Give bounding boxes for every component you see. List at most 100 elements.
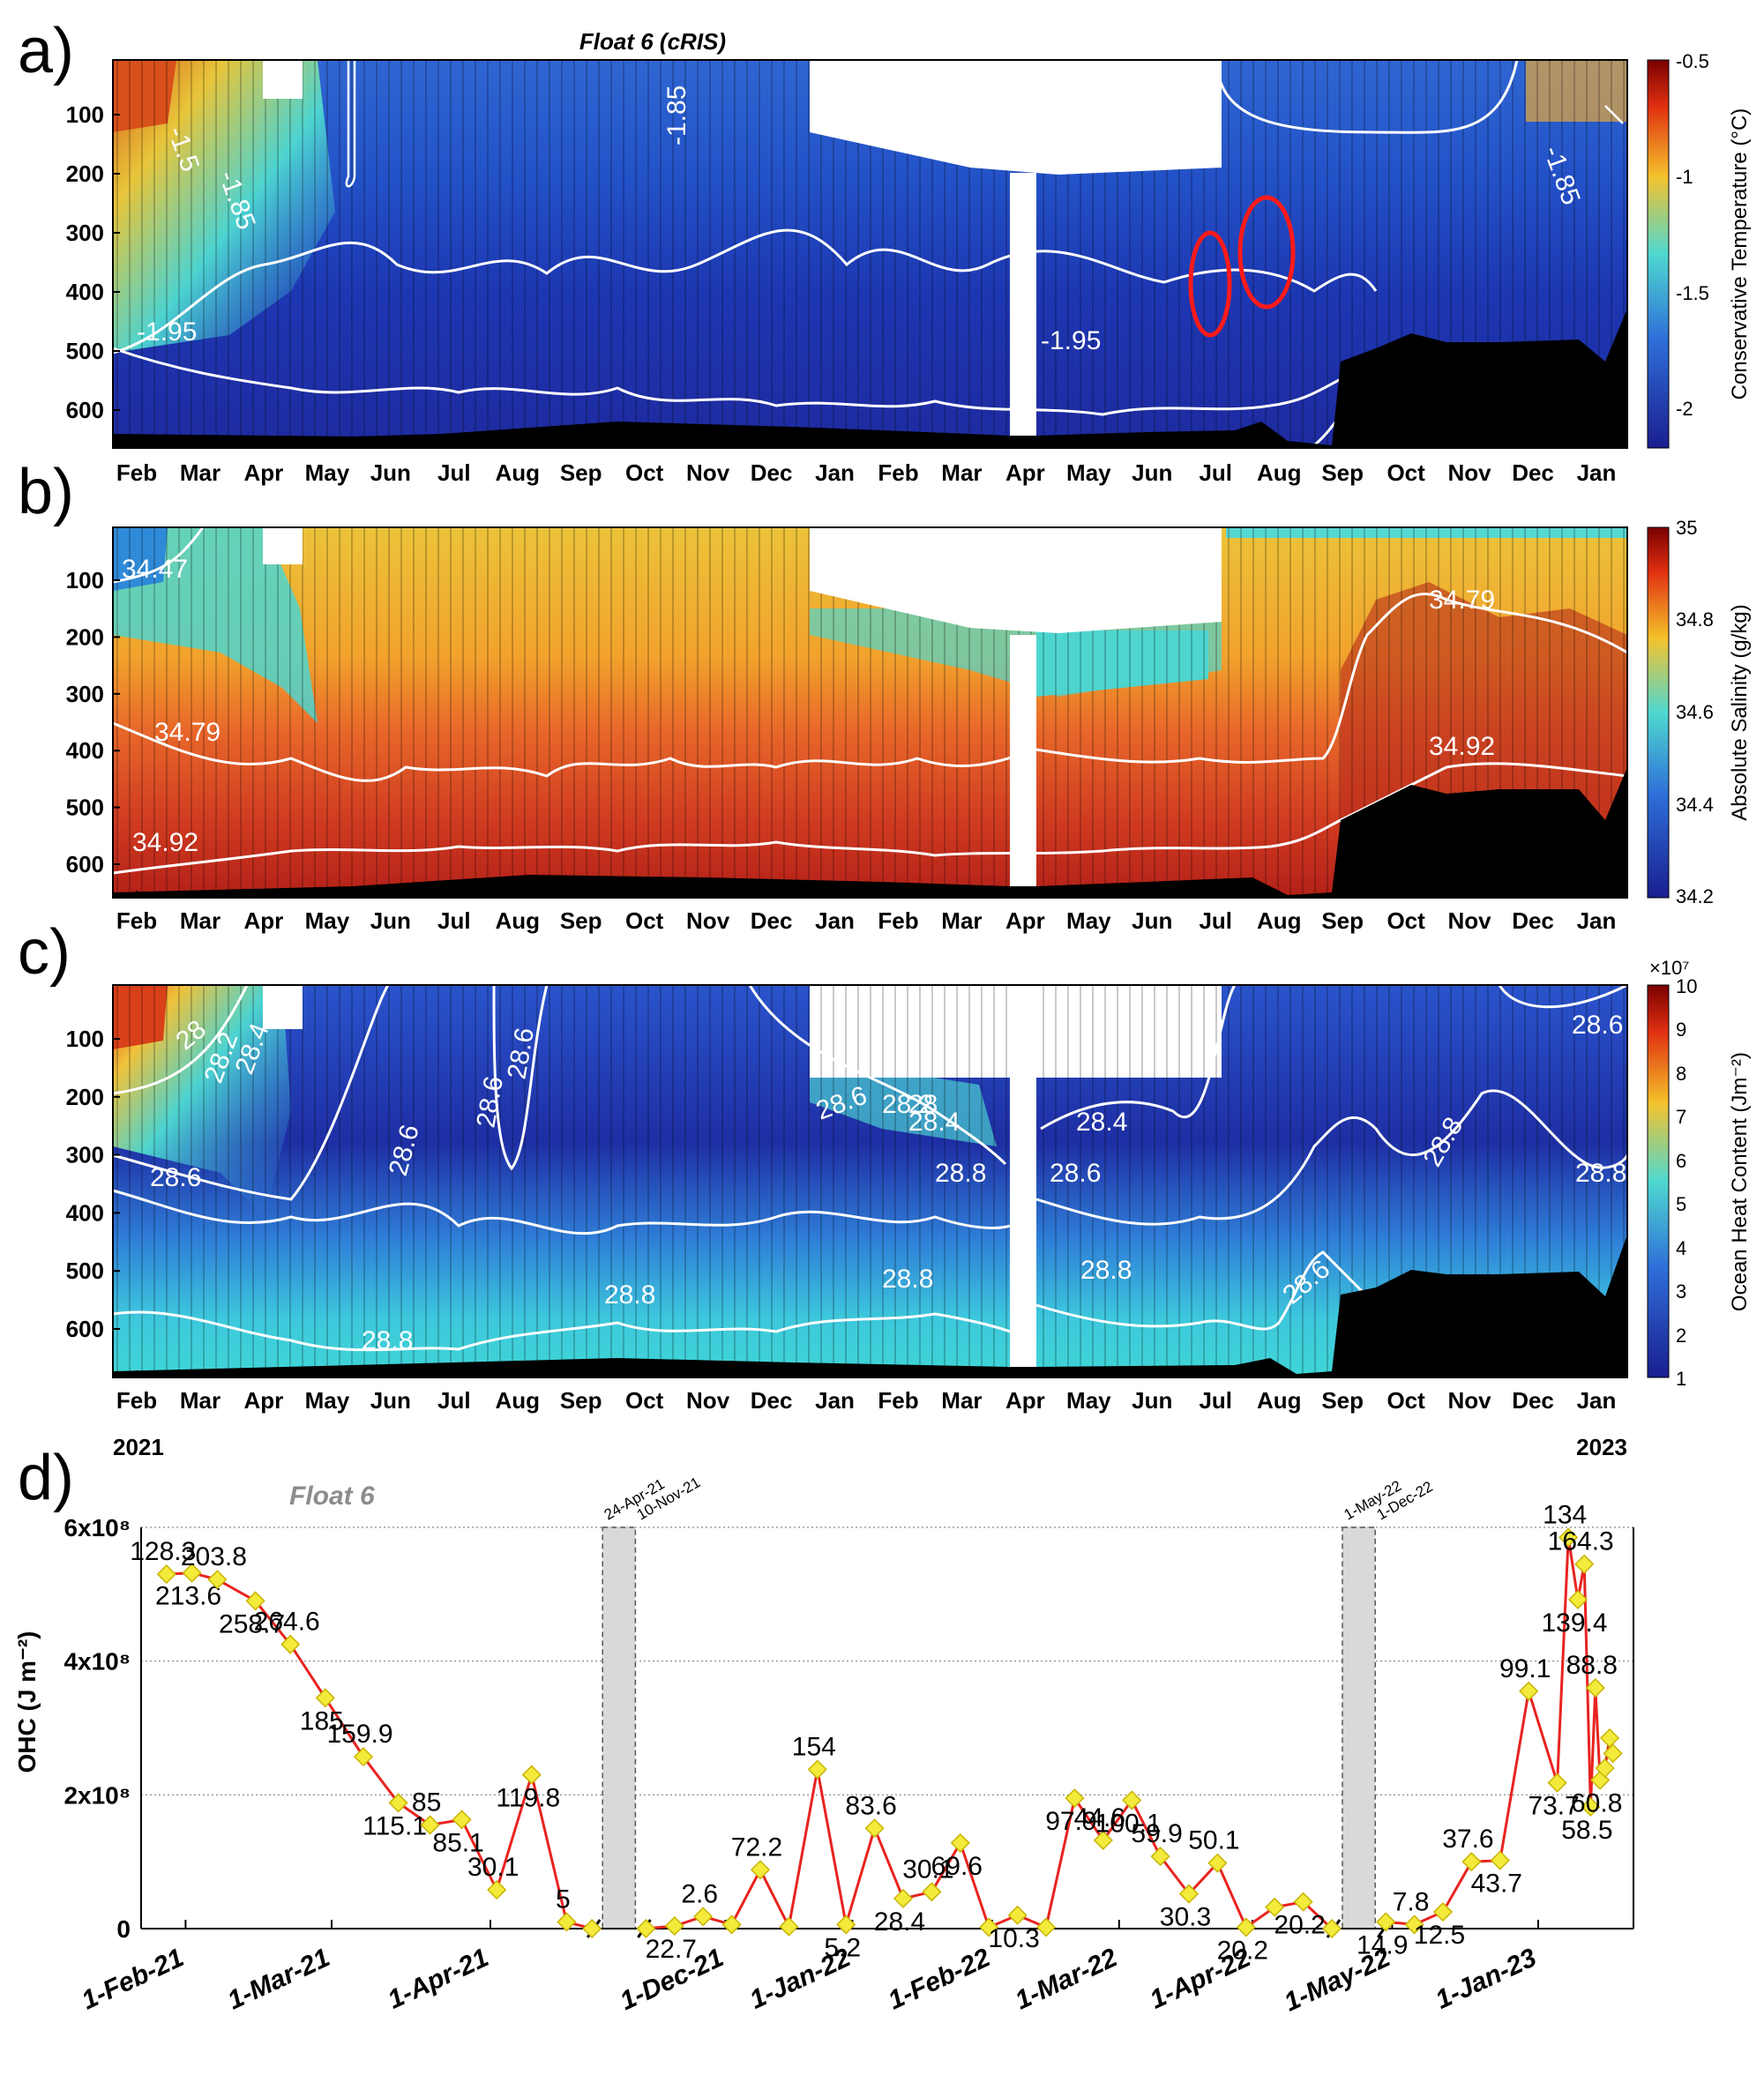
data-point (315, 1688, 335, 1708)
month-tick-label: May (305, 907, 350, 934)
svg-text:-1.95: -1.95 (1041, 326, 1101, 355)
gap-shade (602, 1526, 637, 1929)
data-label: 60.8 (1571, 1789, 1622, 1818)
month-tick-label: Dec (751, 459, 793, 486)
month-tick-label: Oct (1387, 459, 1425, 486)
svg-text:34.79: 34.79 (1429, 586, 1495, 615)
svg-text:28.6: 28.6 (1050, 1159, 1101, 1188)
salinity-gap (810, 527, 1222, 633)
data-point (1065, 1788, 1085, 1809)
month-tick-label: Jul (1199, 1387, 1232, 1414)
month-tick-label: Mar (180, 907, 220, 934)
panel-letter-b: b) (18, 457, 74, 527)
month-tick-label: Aug (1257, 1387, 1302, 1414)
data-label: 30.1 (902, 1855, 953, 1884)
month-tick-label: Aug (1257, 907, 1302, 934)
svg-text:-0.5: -0.5 (1676, 50, 1709, 72)
month-tick-label: Jun (370, 907, 411, 934)
data-label: 59.9 (1131, 1819, 1182, 1848)
month-tick-label: Apr (1005, 459, 1045, 486)
month-tick-label: Jan (815, 1387, 855, 1414)
month-tick-label: Sep (560, 1387, 602, 1414)
data-point (1585, 1677, 1605, 1698)
svg-text:1: 1 (1676, 1368, 1686, 1390)
month-tick-label: May (1066, 459, 1111, 486)
x-tick-label: 1-Mar-21 (223, 1943, 334, 2015)
month-tick-label: Sep (1321, 459, 1364, 486)
data-point (1293, 1892, 1313, 1912)
month-tick-label: Dec (1512, 1387, 1554, 1414)
depth-tick-label: 600 (66, 851, 104, 877)
depth-tick-label: 300 (66, 220, 104, 246)
data-point (721, 1915, 742, 1935)
month-tick-label: Oct (1387, 1387, 1425, 1414)
seabed-c (113, 1235, 1627, 1377)
data-label: 164.3 (1548, 1527, 1614, 1556)
month-tick-label: Feb (878, 459, 918, 486)
y-tick-label: 0 (116, 1915, 131, 1943)
svg-text:3: 3 (1676, 1280, 1686, 1302)
month-tick-label: May (1066, 1387, 1111, 1414)
data-label: 58.5 (1561, 1816, 1612, 1845)
data-point (807, 1759, 827, 1780)
month-tick-label: Jan (815, 459, 855, 486)
data-label: 43.7 (1471, 1870, 1522, 1899)
month-tick-label: Jan (1577, 1387, 1617, 1414)
data-label: 30.3 (1160, 1903, 1211, 1932)
svg-text:34.47: 34.47 (122, 555, 188, 584)
month-tick-label: Jan (815, 907, 855, 934)
data-point (1558, 1527, 1579, 1548)
data-point (182, 1563, 202, 1583)
data-point (1432, 1901, 1454, 1922)
month-tick-label: Feb (116, 907, 157, 934)
data-label: 258.7 (219, 1609, 285, 1638)
depth-tick-label: 400 (66, 1199, 104, 1226)
month-tick-label: Feb (878, 907, 918, 934)
data-label: 139.4 (1541, 1608, 1607, 1638)
month-tick-label: Aug (1257, 459, 1302, 486)
month-tick-label: Mar (941, 459, 982, 486)
data-label: 30.1 (467, 1853, 519, 1882)
data-point (156, 1564, 176, 1585)
svg-text:28.4: 28.4 (1076, 1108, 1127, 1137)
data-point (864, 1818, 885, 1839)
data-point (1178, 1884, 1200, 1904)
data-point (1581, 1796, 1601, 1817)
colorbar-a (1647, 59, 1670, 449)
colorbar-b (1647, 526, 1670, 899)
panel-letter-c: c) (18, 917, 71, 988)
month-tick-label: Apr (244, 459, 284, 486)
month-tick-label: Jun (370, 1387, 411, 1414)
month-tick-label: Apr (1005, 1387, 1045, 1414)
seabed-a (113, 309, 1627, 448)
panel-d: d) Float 6 OHC (J m⁻²) 0 2x10⁸ 4x10⁸ 6x10⁸ 2… (13, 1443, 1634, 2018)
panel-letter-d: d) (18, 1443, 74, 1513)
data-label: 14.9 (1357, 1930, 1408, 1959)
month-tick-label: Oct (1387, 907, 1425, 934)
data-point (1603, 1743, 1623, 1764)
month-tick-label: May (305, 1387, 350, 1414)
month-tick-label: Sep (1321, 1387, 1364, 1414)
data-point (1007, 1905, 1028, 1925)
panel-a: a) Float 6 (cRIS) -1.5 -1.85 -1.85 -1.85… (18, 16, 1752, 482)
data-point (452, 1810, 472, 1830)
data-point (1567, 1589, 1588, 1609)
data-point (1376, 1912, 1396, 1932)
x-tick-label: 1-Jan-23 (1431, 1943, 1542, 2014)
depth-tick-label: 400 (66, 737, 104, 764)
data-point (280, 1634, 301, 1654)
svg-text:34.92: 34.92 (132, 828, 198, 857)
month-tick-label: Dec (1512, 459, 1554, 486)
x-tick-label: 1-Apr-21 (384, 1943, 493, 2014)
data-point (1207, 1853, 1228, 1873)
month-tick-label: Jul (437, 1387, 471, 1414)
svg-text:4: 4 (1676, 1237, 1686, 1259)
data-label: 73.7 (1528, 1792, 1579, 1821)
svg-text:34.2: 34.2 (1676, 885, 1714, 907)
data-label: 50.1 (1188, 1826, 1239, 1855)
data-point (1236, 1917, 1256, 1937)
svg-text:34.8: 34.8 (1676, 608, 1714, 631)
x-tick-label: 1-Mar-22 (1011, 1943, 1122, 2015)
